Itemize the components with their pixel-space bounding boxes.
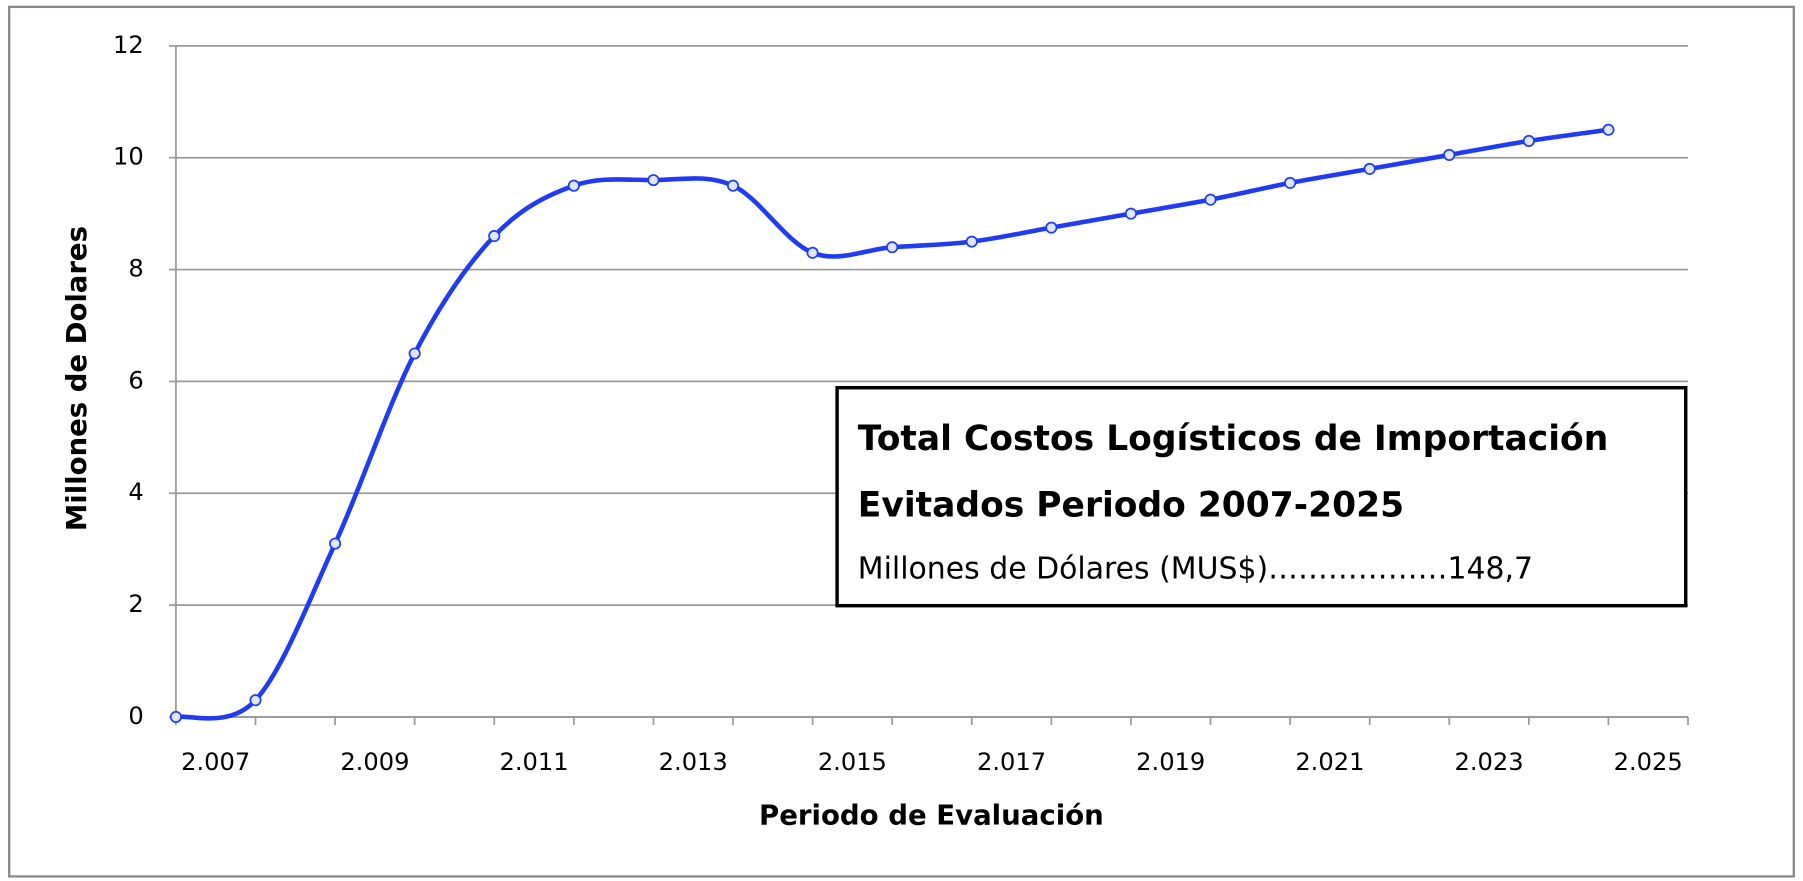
point-marker	[408, 347, 421, 360]
annotation-text: Evitados Periodo 2007-2025	[858, 486, 1404, 526]
x-tick-label: 2.021	[1295, 748, 1364, 776]
point-marker	[169, 710, 182, 723]
point-marker	[329, 537, 342, 550]
point-marker	[1204, 193, 1217, 206]
point-marker	[567, 179, 580, 192]
point-marker	[726, 179, 740, 192]
point-marker	[1124, 207, 1137, 220]
y-tick-label: 2	[128, 590, 143, 618]
annotation-text: Millones de Dólares (MUS$)………………148,7	[858, 552, 1533, 587]
point-marker	[965, 235, 978, 248]
annotation-box	[835, 386, 1688, 608]
x-tick-label: 2.023	[1454, 748, 1523, 776]
point-marker	[1522, 134, 1535, 147]
point-marker	[1363, 162, 1376, 175]
series-line	[175, 127, 1609, 721]
x-tick-label: 2.007	[181, 748, 250, 776]
x-tick-label: 2.017	[977, 748, 1046, 776]
y-tick-label: 12	[113, 31, 144, 59]
point-marker	[1602, 123, 1615, 136]
annotation-text: Total Costos Logísticos de Importación	[858, 419, 1608, 459]
y-tick-label: 8	[128, 255, 143, 283]
y-tick-label: 4	[128, 478, 143, 506]
y-tick-label: 0	[128, 702, 143, 730]
x-tick-label: 2.015	[818, 748, 887, 776]
point-marker	[488, 230, 501, 243]
x-tick-label: 2.019	[1136, 748, 1205, 776]
x-tick-label: 2.011	[499, 748, 568, 776]
x-tick-label: 2.013	[659, 748, 728, 776]
x-tick-label: 2.009	[340, 748, 409, 776]
point-marker	[647, 174, 660, 187]
point-marker	[806, 246, 819, 259]
point-marker	[249, 694, 262, 707]
point-marker	[886, 241, 899, 254]
point-marker	[1045, 221, 1058, 234]
x-tick-label: 2.025	[1614, 748, 1683, 776]
y-axis-title: Millones de Dolares	[61, 226, 93, 531]
x-axis-title: Periodo de Evaluación	[759, 800, 1104, 832]
y-tick-label: 10	[113, 143, 144, 171]
point-marker	[1284, 176, 1297, 189]
point-marker	[1443, 148, 1456, 161]
y-tick-label: 6	[128, 366, 143, 394]
